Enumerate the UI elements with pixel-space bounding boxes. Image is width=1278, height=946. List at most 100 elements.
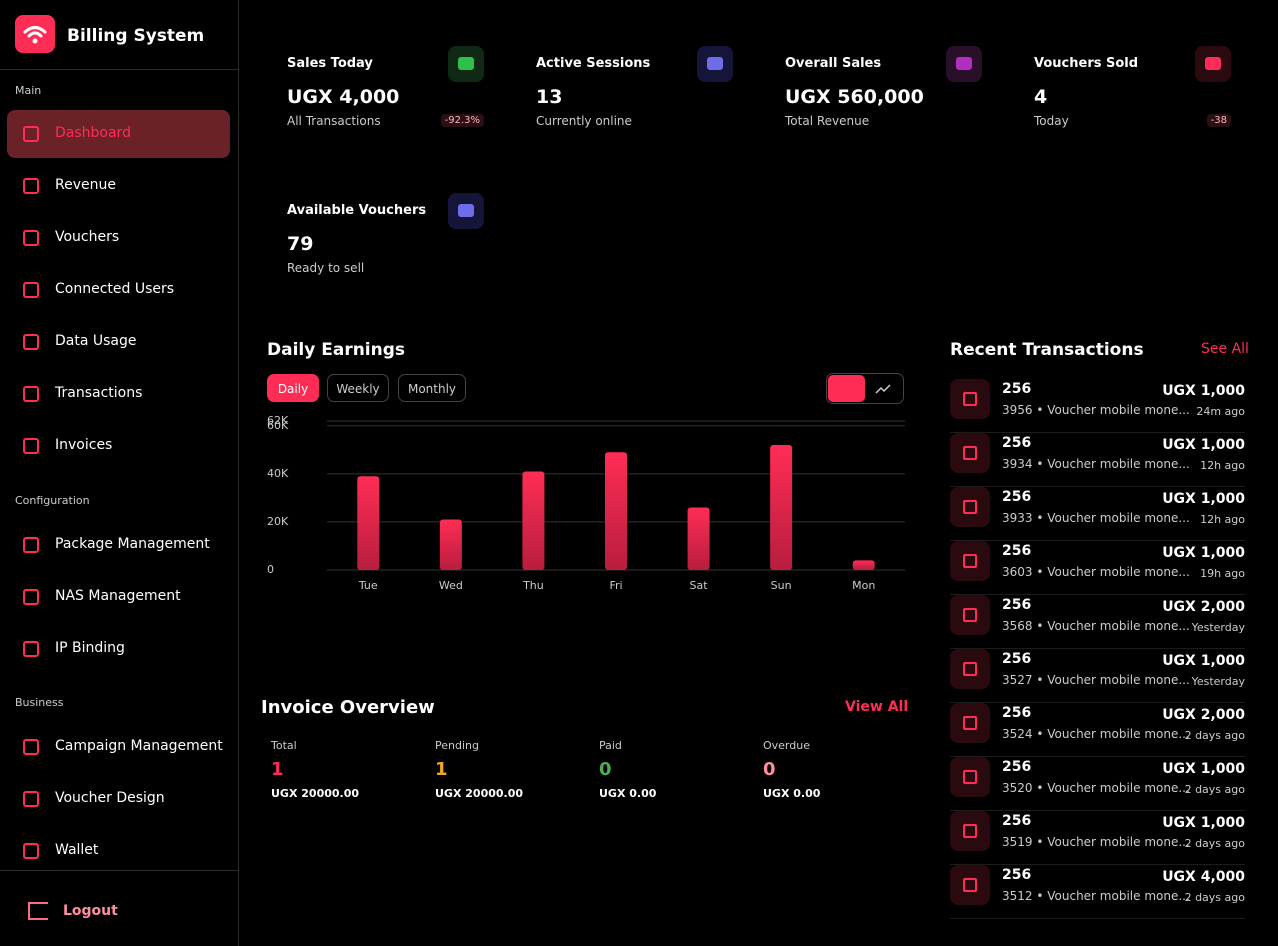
transaction-phone: 256 — [1002, 489, 1032, 505]
nav-label: Campaign Management — [55, 738, 223, 754]
transaction-desc: 3512 • Voucher mobile mone... — [1002, 889, 1190, 903]
y-tick-label: 40K — [267, 467, 289, 480]
bar — [605, 452, 627, 570]
bar-view-button[interactable] — [828, 375, 865, 402]
transaction-row[interactable]: 256 3527 • Voucher mobile mone... UGX 1,00… — [950, 648, 1245, 703]
transaction-row[interactable]: 256 3934 • Voucher mobile mone... UGX 1,00… — [950, 432, 1245, 487]
transaction-row[interactable]: 256 3956 • Voucher mobile mone... UGX 1,00… — [950, 378, 1245, 433]
nav-label: Wallet — [55, 842, 99, 858]
nav-item[interactable]: Invoices — [7, 422, 230, 470]
stat-icon — [448, 46, 484, 82]
y-tick-label: 60K — [267, 419, 289, 432]
nav-item[interactable]: Revenue — [7, 162, 230, 210]
transaction-time: 2 days ago — [1184, 783, 1245, 796]
x-tick-label: Sun — [771, 579, 792, 592]
icon-glyph — [956, 57, 972, 70]
stat-card: Available Vouchers 79 Ready to sell — [287, 193, 484, 283]
transaction-amount: UGX 2,000 — [1162, 707, 1245, 723]
stat-card: Vouchers Sold 4 Today -38 — [1034, 46, 1231, 136]
transaction-amount: UGX 4,000 — [1162, 869, 1245, 885]
chart-title: Daily Earnings — [267, 340, 406, 360]
x-tick-label: Wed — [439, 579, 463, 592]
nav-icon — [23, 641, 39, 657]
nav-item[interactable]: IP Binding — [7, 625, 230, 673]
view-all[interactable]: View All — [845, 699, 909, 715]
transaction-row[interactable]: 256 3933 • Voucher mobile mone... UGX 1,00… — [950, 486, 1245, 541]
bar — [522, 471, 545, 570]
nav-icon — [23, 589, 39, 605]
transaction-row[interactable]: 256 3512 • Voucher mobile mone... UGX 4,00… — [950, 864, 1245, 919]
transaction-time: 12h ago — [1200, 513, 1245, 526]
nav-item[interactable]: Voucher Design — [7, 775, 230, 823]
nav-item[interactable]: Dashboard — [7, 110, 230, 158]
bar — [770, 445, 793, 570]
tab[interactable]: Daily — [267, 374, 319, 402]
nav-icon — [23, 739, 39, 755]
bar — [687, 507, 710, 570]
icon-glyph — [963, 716, 977, 730]
transaction-phone: 256 — [1002, 381, 1032, 397]
stat-icon — [946, 46, 982, 82]
tab[interactable]: Monthly — [398, 374, 466, 402]
stat-label: Overall Sales — [785, 56, 882, 71]
nav-item[interactable]: NAS Management — [7, 573, 230, 621]
transaction-amount: UGX 1,000 — [1162, 491, 1245, 507]
logout[interactable]: Logout — [63, 903, 118, 919]
transaction-row[interactable]: 256 3519 • Voucher mobile mone... UGX 1,00… — [950, 810, 1245, 865]
y-tick-label: 0 — [267, 563, 274, 576]
transaction-phone: 256 — [1002, 813, 1032, 829]
transaction-row[interactable]: 256 3603 • Voucher mobile mone... UGX 1,00… — [950, 540, 1245, 595]
x-tick-label: Mon — [852, 579, 875, 592]
nav-item[interactable]: Data Usage — [7, 318, 230, 366]
section-label: Main — [15, 84, 42, 97]
transaction-phone: 256 — [1002, 543, 1032, 559]
transaction-row[interactable]: 256 3520 • Voucher mobile mone... UGX 1,00… — [950, 756, 1245, 811]
transaction-desc: 3568 • Voucher mobile mone... — [1002, 619, 1190, 633]
nav-item[interactable]: Wallet — [7, 827, 230, 875]
transaction-icon — [950, 865, 990, 905]
section-title: Recent Transactions — [950, 340, 1144, 360]
invoice-amount: UGX 0.00 — [763, 787, 821, 800]
tab[interactable]: Weekly — [327, 374, 389, 402]
x-tick-label: Fri — [609, 579, 622, 592]
nav-label: Package Management — [55, 536, 210, 552]
nav-label: Data Usage — [55, 333, 137, 349]
stat-sub: All Transactions — [287, 114, 381, 128]
transaction-phone: 256 — [1002, 435, 1032, 451]
section-label: Configuration — [15, 494, 90, 507]
nav-item[interactable]: Package Management — [7, 521, 230, 569]
transaction-amount: UGX 1,000 — [1162, 761, 1245, 777]
nav-item[interactable]: Connected Users — [7, 266, 230, 314]
transaction-time: 24m ago — [1196, 405, 1245, 418]
nav-item[interactable]: Transactions — [7, 370, 230, 418]
line-view-button[interactable] — [873, 380, 893, 398]
stat-sub: Total Revenue — [785, 114, 870, 128]
transaction-row[interactable]: 256 3568 • Voucher mobile mone... UGX 2,00… — [950, 594, 1245, 649]
transaction-time: 2 days ago — [1184, 729, 1245, 742]
transaction-desc: 3956 • Voucher mobile mone... — [1002, 403, 1190, 417]
transaction-icon — [950, 379, 990, 419]
transaction-row[interactable]: 256 3524 • Voucher mobile mone... UGX 2,00… — [950, 702, 1245, 757]
icon-glyph — [963, 662, 977, 676]
transaction-desc: 3527 • Voucher mobile mone... — [1002, 673, 1190, 687]
transaction-icon — [950, 433, 990, 473]
logo — [15, 15, 55, 53]
invoice-label: Paid — [599, 739, 622, 752]
nav-item[interactable]: Vouchers — [7, 214, 230, 262]
invoice-count: 0 — [599, 759, 612, 780]
invoice-label: Total — [271, 739, 297, 752]
nav-icon — [23, 126, 39, 142]
sidebar: Billing System Logout Main Dashboard Reven… — [0, 0, 239, 946]
nav-icon — [23, 334, 39, 350]
section-label: Business — [15, 696, 64, 709]
transaction-time: 2 days ago — [1184, 891, 1245, 904]
nav-item[interactable]: Campaign Management — [7, 723, 230, 771]
nav-icon — [23, 537, 39, 553]
icon-glyph — [963, 500, 977, 514]
stat-card: Sales Today UGX 4,000 All Transactions -92.… — [287, 46, 484, 136]
logout-icon — [28, 902, 48, 920]
transaction-time: 12h ago — [1200, 459, 1245, 472]
icon-glyph — [963, 608, 977, 622]
see-all[interactable]: See All — [1201, 341, 1249, 357]
transaction-phone: 256 — [1002, 705, 1032, 721]
